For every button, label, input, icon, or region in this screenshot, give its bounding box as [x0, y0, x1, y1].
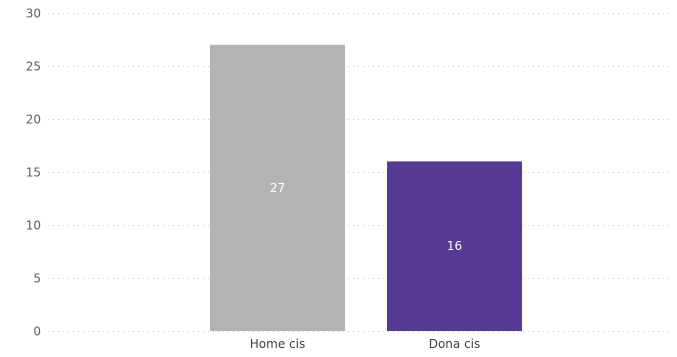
x-axis-ticks: Home cis Dona cis [250, 337, 480, 351]
x-category-label: Dona cis [429, 337, 481, 351]
y-axis-ticks: 0 5 10 15 20 25 30 [26, 7, 41, 339]
y-tick-label: 10 [26, 219, 41, 233]
bars [210, 44, 522, 332]
bar-dona-cis[interactable] [387, 161, 522, 331]
y-tick-label: 5 [33, 272, 41, 286]
x-category-label: Home cis [250, 337, 305, 351]
gridlines [48, 13, 670, 332]
y-tick-label: 20 [26, 113, 41, 127]
y-tick-label: 0 [33, 325, 41, 339]
bar-home-cis[interactable] [210, 44, 345, 332]
y-tick-label: 25 [26, 60, 41, 74]
y-tick-label: 15 [26, 166, 41, 180]
data-labels: 27 16 [270, 181, 462, 253]
data-label: 27 [270, 181, 285, 195]
y-tick-label: 30 [26, 7, 41, 21]
data-label: 16 [447, 239, 462, 253]
